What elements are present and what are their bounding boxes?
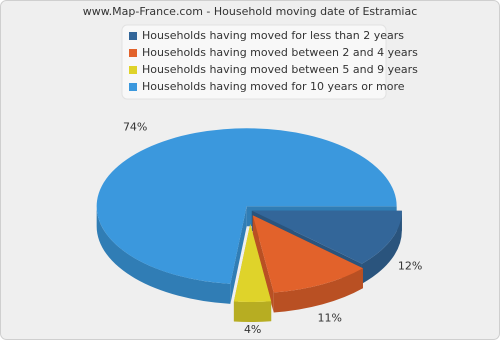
chart-title: www.Map-France.com - Household moving da…: [83, 5, 418, 18]
slice: [233, 223, 272, 302]
pie: [96, 128, 402, 322]
legend-label: Households having moved between 2 and 4 …: [142, 46, 418, 59]
slice-wall: [252, 215, 274, 313]
slice-side: [233, 301, 272, 322]
slice: [96, 128, 397, 284]
slice-label: 74%: [123, 121, 147, 134]
legend-swatch: [129, 66, 137, 74]
slice-label: 4%: [244, 323, 261, 336]
slice-side: [273, 268, 363, 313]
slice-side: [361, 210, 402, 284]
legend-label: Households having moved for 10 years or …: [142, 80, 405, 93]
legend-label: Households having moved between 5 and 9 …: [142, 63, 418, 76]
legend-box: [121, 24, 387, 100]
slice: [252, 215, 363, 293]
slice-wall: [230, 206, 247, 304]
slice: [251, 210, 402, 264]
legend-swatch: [129, 32, 137, 40]
slice-label: 11%: [318, 312, 342, 325]
legend-swatch: [129, 83, 137, 91]
slice-side: [96, 206, 231, 304]
legend-swatch: [129, 49, 137, 57]
legend-label: Households having moved for less than 2 …: [142, 29, 404, 42]
slice-label: 12%: [398, 259, 422, 272]
